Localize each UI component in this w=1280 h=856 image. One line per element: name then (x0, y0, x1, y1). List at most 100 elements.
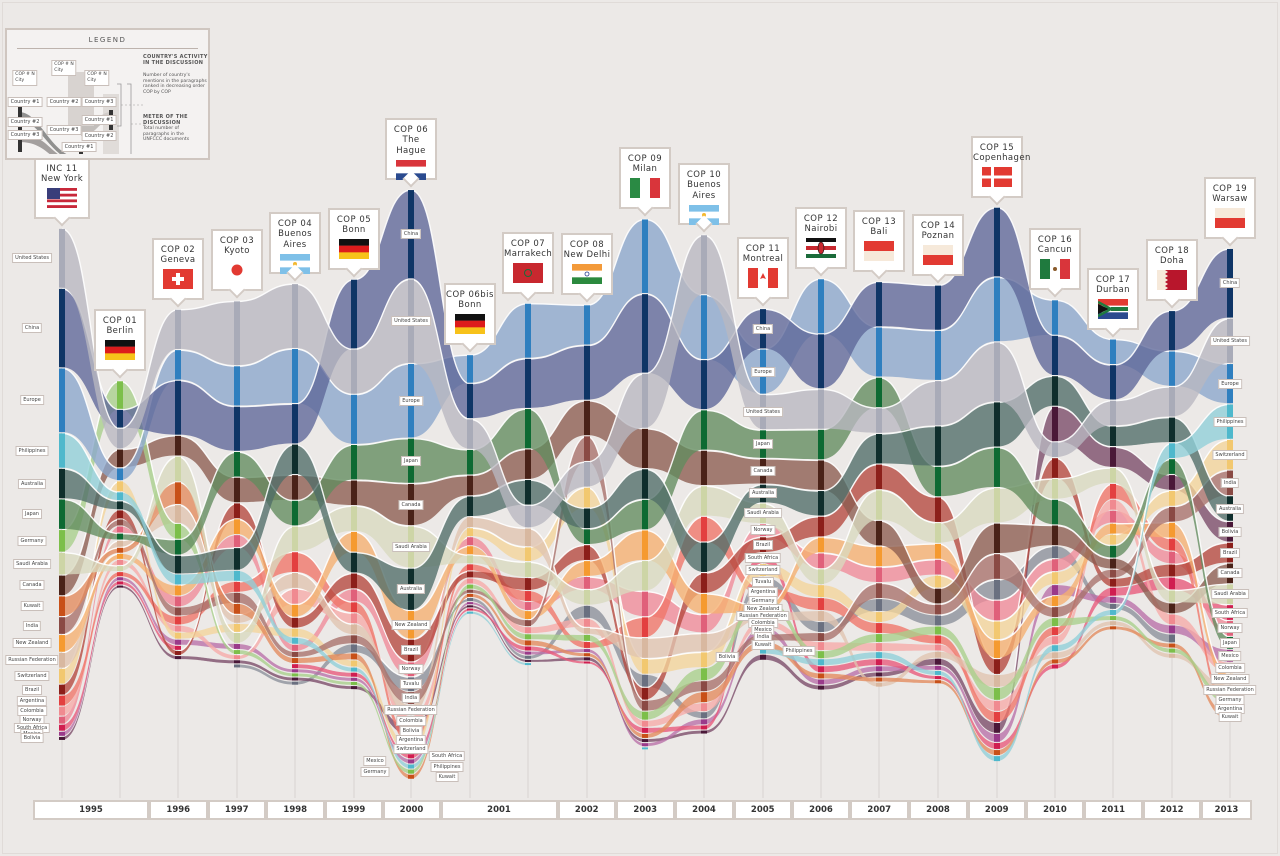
bar-cop-17-canada (1110, 558, 1116, 569)
ribbon-segment (1055, 569, 1113, 617)
bar-cop-14-europe (935, 330, 941, 380)
ribbon-segment (997, 585, 1055, 742)
country-label-south-africa: South Africa (428, 751, 466, 762)
bar-cop-05-kuwait (351, 653, 357, 660)
ribbon-segment (295, 349, 354, 444)
ribbon-edge (878, 281, 939, 287)
ribbon-edge (937, 553, 998, 606)
bar-cop-13-japan (876, 377, 882, 408)
ribbon-edge (878, 489, 939, 524)
bar-cop-04-philippines (292, 637, 298, 644)
ribbon-segment (470, 528, 528, 562)
ribbon-segment (704, 597, 763, 681)
ribbon-segment (938, 665, 997, 742)
cop-city: Bonn (342, 224, 366, 235)
bar-cop-09-bolivia (642, 739, 648, 743)
bar-cop-05-brazil (351, 573, 357, 589)
bar-cop-13-kuwait (876, 677, 882, 682)
bar-cop-15-colombia (994, 700, 1000, 711)
bar-cop-14-argentina (935, 635, 941, 644)
ribbon-segment (704, 634, 763, 692)
bar-inc-11-china (59, 288, 65, 368)
ribbon-edge (410, 495, 471, 570)
bar-cop-04-tuvalu (292, 681, 298, 685)
ribbon-segment (1172, 648, 1230, 704)
legend-sample-cop-text: COP # N (54, 62, 74, 67)
bar-cop-14-australia (935, 426, 941, 466)
bar-cop-06bis-mexico (467, 602, 473, 605)
ribbon-segment (879, 327, 938, 380)
bar-cop-14-russian-federation (935, 651, 941, 658)
ribbon-edge (177, 300, 238, 311)
ribbon-edge (469, 554, 529, 563)
bar-cop-15-philippines (994, 756, 1000, 762)
country-label-mexico: Mexico (1218, 650, 1242, 661)
country-label-norway: Norway (750, 525, 776, 536)
bar-cop-08-switzerland (584, 487, 590, 508)
ribbon-segment (821, 389, 879, 433)
country-label-india: India (1220, 477, 1240, 488)
ribbon-segment (237, 573, 295, 623)
bar-cop-17-europe (1110, 339, 1116, 364)
bar-cop-05-new-zealand (351, 531, 357, 552)
ribbon-segment (295, 445, 354, 526)
ribbon-segment (997, 523, 1055, 553)
bar-cop-15-europe (994, 277, 1000, 342)
ribbon-segment (704, 235, 763, 430)
cop-callout-cop-12: COP 12 Nairobi (795, 207, 847, 277)
ribbon-edge (353, 479, 412, 485)
cop-callout-cop-06bis: COP 06bis Bonn (444, 283, 496, 353)
cop-callout-cop-13: COP 13 Bali (853, 210, 905, 280)
ribbon-segment (1113, 499, 1172, 625)
ribbon-edge (177, 451, 238, 541)
ribbon-segment (763, 458, 821, 490)
bar-cop-06-germany (408, 769, 414, 774)
ribbon-segment (470, 419, 528, 528)
ribbon-segment (295, 637, 354, 672)
bar-cop-05-europe (351, 394, 357, 444)
ribbon-segment (1055, 525, 1113, 569)
bar-cop-16-saudi-arabia (1052, 479, 1058, 499)
bar-cop-05-south-africa (351, 672, 357, 677)
ribbon-edge (353, 278, 412, 351)
ribbon-segment (645, 591, 704, 633)
ribbon-segment (821, 433, 879, 516)
country-label-europe: Europe (751, 366, 775, 377)
ribbon-segment (528, 634, 587, 641)
bar-cop-14-new-zealand (935, 543, 941, 559)
bar-cop-04-japan (292, 500, 298, 526)
legend-sample-country: Country #1 (61, 142, 97, 152)
ribbon-edge (996, 553, 1056, 608)
bar-cop-10-tuvalu (701, 712, 707, 719)
ribbon-edge (119, 380, 179, 525)
ribbon-edge (586, 373, 646, 463)
bar-cop-03-united-states (234, 301, 240, 366)
ribbon-segment (938, 626, 997, 700)
bar-cop-16-switzerland (1052, 572, 1058, 584)
country-label-australia: Australia (748, 488, 778, 499)
ribbon-segment (1113, 603, 1172, 643)
bar-cop-17-argentina (1110, 483, 1116, 499)
ribbon-edge (294, 531, 355, 606)
country-label-colombia: Colombia (396, 716, 426, 727)
ribbon-edge (703, 409, 764, 432)
bar-cop-18-mexico (1169, 625, 1175, 634)
ribbon-edge (586, 293, 646, 347)
bar-cop-07-europe (525, 303, 531, 358)
bar-cop-10-kuwait (701, 692, 707, 703)
flag-mx-icon (1040, 259, 1070, 280)
ribbon-segment (1113, 311, 1172, 400)
ribbon-segment (704, 564, 763, 668)
bar-cop-04-brazil (292, 617, 298, 628)
bar-cop-16-philippines (1052, 645, 1058, 652)
ribbon-segment (62, 585, 120, 740)
ribbon-edge (1171, 416, 1231, 497)
bar-cop-03-philippines (234, 570, 240, 581)
ribbon-segment (411, 546, 470, 639)
cop-title: COP 13 (861, 217, 897, 228)
ribbon-edge (61, 553, 121, 636)
bar-cop-01-new-zealand (117, 553, 123, 559)
ribbon-segment (120, 492, 178, 585)
ribbon-edge (236, 525, 296, 634)
bar-cop-17-china (1110, 365, 1116, 400)
